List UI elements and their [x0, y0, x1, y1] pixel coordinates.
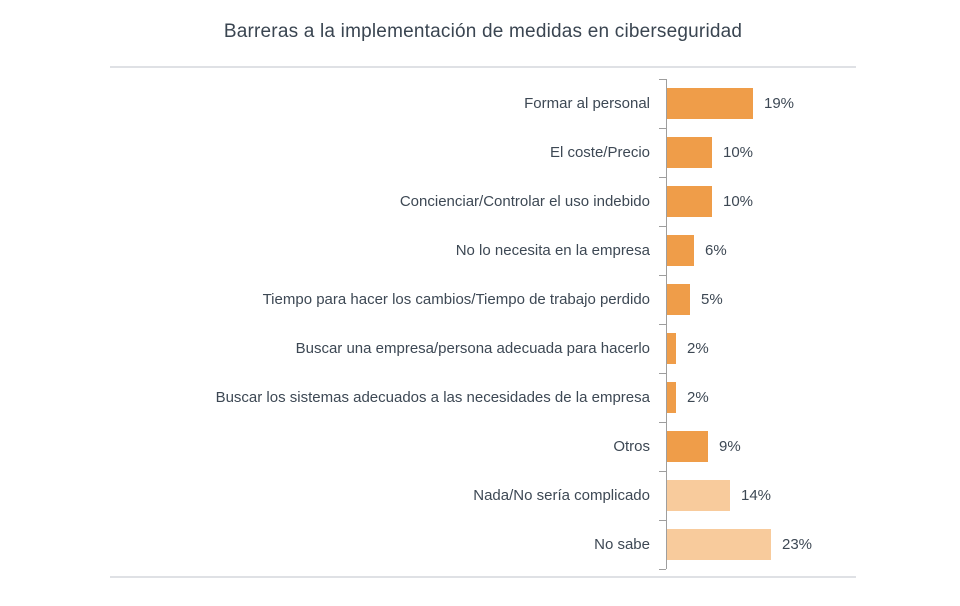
axis-tick — [659, 373, 666, 374]
axis-tick — [659, 324, 666, 325]
axis-tick — [659, 128, 666, 129]
category-label: Buscar una empresa/persona adecuada para… — [295, 340, 650, 357]
category-label: Tiempo para hacer los cambios/Tiempo de … — [262, 291, 650, 308]
axis-tick — [659, 569, 666, 570]
axis-tick — [659, 422, 666, 423]
chart-row: Tiempo para hacer los cambios/Tiempo de … — [0, 275, 960, 324]
value-label: 6% — [705, 242, 727, 259]
value-label: 19% — [764, 95, 795, 112]
chart-row: Formar al personal 19% — [0, 79, 960, 128]
axis-tick — [659, 79, 666, 80]
category-label: El coste/Precio — [549, 144, 650, 161]
category-label: Buscar los sistemas adecuados a las nece… — [215, 389, 650, 406]
bar — [667, 137, 712, 168]
bar — [667, 529, 771, 560]
bar — [667, 382, 676, 413]
bar — [667, 431, 708, 462]
chart-row: Nada/No sería complicado 14% — [0, 471, 960, 520]
value-label: 9% — [719, 438, 741, 455]
value-label: 23% — [782, 536, 813, 553]
top-divider — [110, 66, 856, 68]
bar — [667, 235, 694, 266]
value-label: 2% — [687, 340, 709, 357]
bar — [667, 88, 753, 119]
category-label: Otros — [613, 438, 650, 455]
value-label: 14% — [741, 487, 772, 504]
chart-row: Buscar los sistemas adecuados a las nece… — [0, 373, 960, 422]
category-axis-line — [666, 79, 667, 569]
category-label: No sabe — [594, 536, 650, 553]
chart-row: El coste/Precio 10% — [0, 128, 960, 177]
chart-row: Buscar una empresa/persona adecuada para… — [0, 324, 960, 373]
chart-row: Concienciar/Controlar el uso indebido 10% — [0, 177, 960, 226]
axis-tick — [659, 275, 666, 276]
category-label: Concienciar/Controlar el uso indebido — [399, 193, 650, 210]
axis-tick — [659, 471, 666, 472]
bar — [667, 186, 712, 217]
chart-title: Barreras a la implementación de medidas … — [223, 21, 743, 42]
value-label: 5% — [701, 291, 723, 308]
chart-row: No sabe 23% — [0, 520, 960, 569]
category-label: Formar al personal — [524, 95, 650, 112]
bottom-divider — [110, 576, 856, 578]
axis-tick — [659, 520, 666, 521]
value-label: 10% — [723, 144, 754, 161]
chart-row: No lo necesita en la empresa 6% — [0, 226, 960, 275]
axis-tick — [659, 226, 666, 227]
axis-tick — [659, 177, 666, 178]
plot-area: Formar al personal 19% El coste/Precio 10% C… — [0, 79, 960, 570]
bar — [667, 480, 730, 511]
value-label: 10% — [723, 193, 754, 210]
value-label: 2% — [687, 389, 709, 406]
category-label: Nada/No sería complicado — [473, 487, 650, 504]
category-label: No lo necesita en la empresa — [455, 242, 650, 259]
chart-row: Otros 9% — [0, 422, 960, 471]
bar — [667, 284, 690, 315]
bar — [667, 333, 676, 364]
